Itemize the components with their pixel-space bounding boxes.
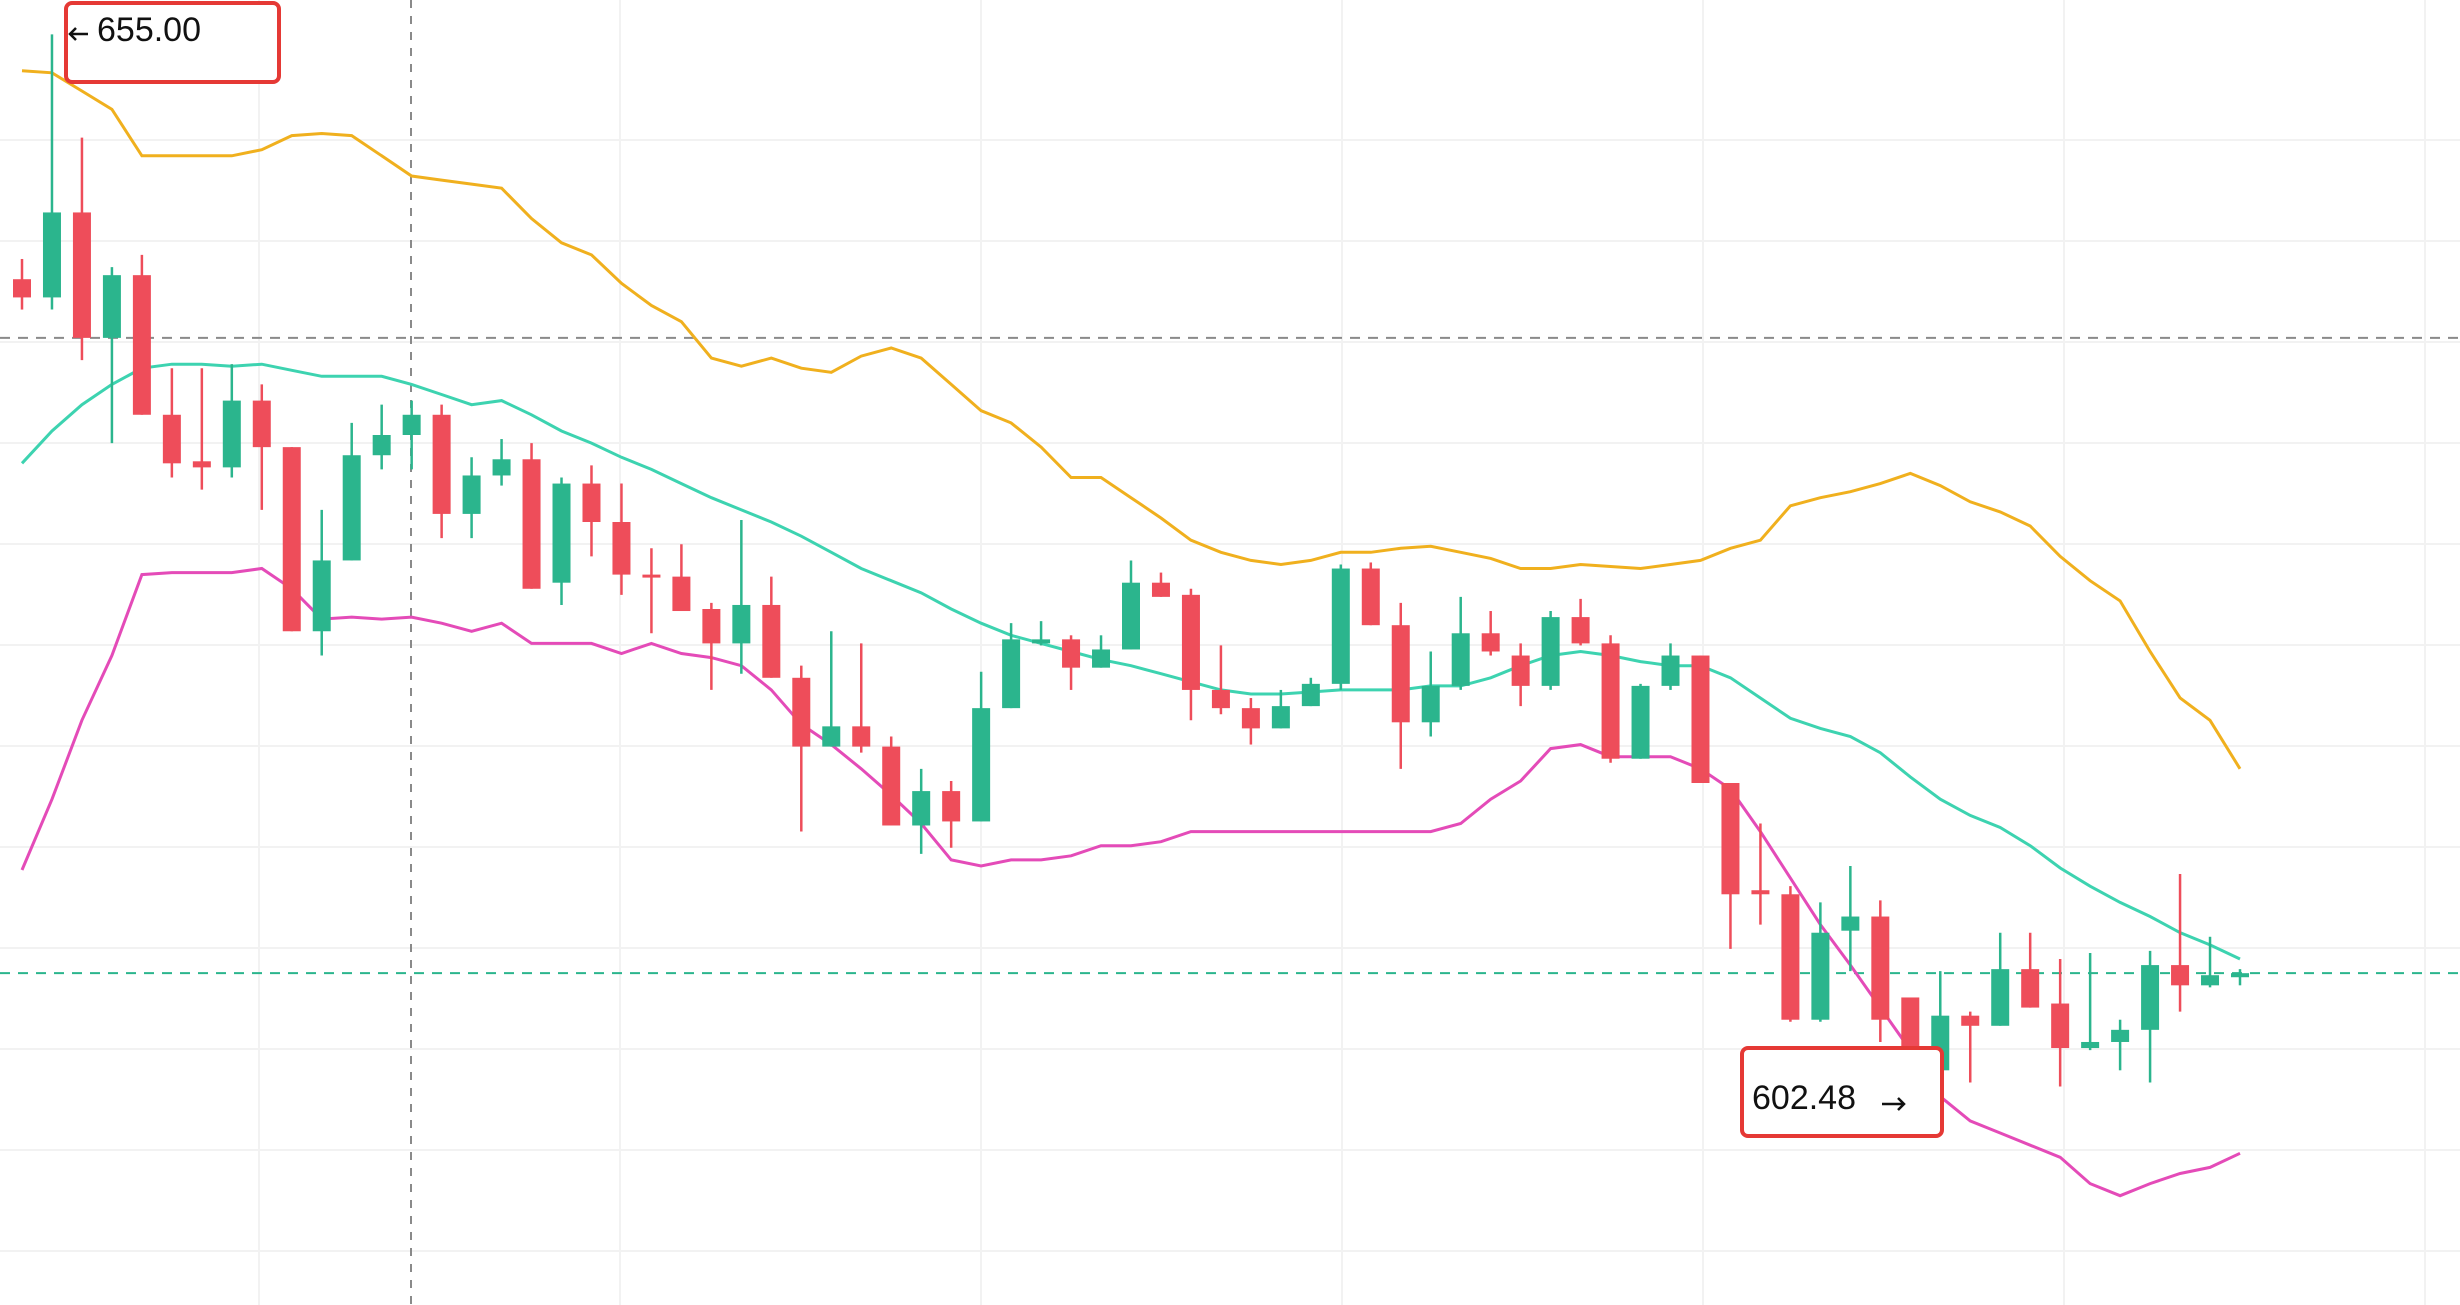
low-label-box: [1740, 1046, 1944, 1138]
plot: [0, 34, 2460, 1198]
candle-body: [1721, 783, 1740, 895]
candle-body: [1661, 655, 1680, 686]
candle-body: [702, 609, 721, 644]
candle-body: [282, 447, 301, 632]
candle-body: [1211, 689, 1230, 709]
candle-body: [612, 522, 631, 575]
candle-body: [1151, 582, 1170, 597]
candle-body: [462, 475, 481, 514]
left-arrow: [68, 27, 88, 41]
candle-body: [2111, 1029, 2130, 1042]
candle-body: [582, 483, 601, 522]
candle-body: [1511, 655, 1530, 686]
candle-body: [1181, 594, 1200, 690]
candle-body: [1601, 643, 1620, 759]
candle-body: [1571, 617, 1590, 644]
candle-body: [402, 414, 421, 435]
candle-body: [162, 414, 181, 464]
candle-body: [13, 279, 31, 298]
candle-body: [1451, 633, 1470, 686]
candle-body: [1301, 683, 1320, 707]
right-arrow: [1882, 1097, 1906, 1111]
candle-body: [312, 560, 331, 632]
candle-body: [102, 275, 121, 338]
candle-body: [762, 604, 781, 678]
candle-body: [732, 604, 751, 644]
candle-body: [1751, 890, 1770, 895]
candle-body: [252, 400, 271, 448]
candle-body: [1122, 582, 1140, 650]
lower-band: [20, 566, 2241, 1198]
candle-body: [522, 459, 541, 589]
candle-body: [1841, 916, 1860, 931]
candle-body: [942, 791, 961, 822]
candle-body: [1032, 639, 1051, 644]
candle-body: [1631, 685, 1650, 759]
middle-band: [20, 362, 2241, 961]
candle-body: [2141, 965, 2160, 1030]
candle-body: [792, 677, 811, 747]
candle-body: [1871, 916, 1890, 1020]
candle-body: [1481, 633, 1500, 652]
low-label: 602.48: [1752, 1079, 1856, 1117]
candle-body: [972, 708, 991, 822]
high-label: 655.00: [97, 11, 201, 49]
candle-body: [1691, 655, 1710, 783]
candle-body: [912, 791, 931, 826]
candle-body: [1391, 625, 1410, 723]
candle-body: [132, 275, 151, 415]
candle-body: [1271, 706, 1290, 729]
candle-body: [342, 455, 361, 561]
candle-body: [372, 435, 391, 456]
candle-body: [1811, 932, 1830, 1020]
candle-body: [1241, 708, 1260, 729]
candle-body: [1541, 617, 1560, 686]
candle-body: [492, 459, 511, 476]
candle-body: [1781, 894, 1800, 1020]
high-label-box: [64, 1, 281, 84]
candle-body: [1361, 568, 1380, 626]
candle-body: [2021, 969, 2040, 1008]
candle-body: [1092, 649, 1111, 668]
candle-body: [1991, 969, 2010, 1026]
candle-body: [2081, 1041, 2100, 1049]
candle-body: [1331, 568, 1350, 684]
candle-body: [552, 483, 571, 583]
candle-body: [882, 746, 901, 826]
upper-band: [21, 69, 2242, 770]
candle-body: [822, 726, 841, 747]
candle-body: [852, 726, 871, 747]
candle-body: [192, 461, 211, 468]
candle-body: [1002, 639, 1021, 709]
candle-body: [642, 574, 661, 578]
candle-body: [2231, 973, 2249, 978]
candle-body: [42, 212, 61, 298]
candle-body: [2201, 975, 2220, 986]
candle-body: [432, 414, 451, 514]
candle-body: [672, 576, 691, 612]
candle-body: [2051, 1003, 2070, 1049]
candle-body: [1961, 1015, 1980, 1026]
candle-body: [1421, 685, 1440, 723]
candle-body: [222, 400, 241, 468]
candle-body: [2171, 965, 2190, 986]
candle-body: [72, 212, 91, 338]
candle-body: [1062, 639, 1081, 668]
